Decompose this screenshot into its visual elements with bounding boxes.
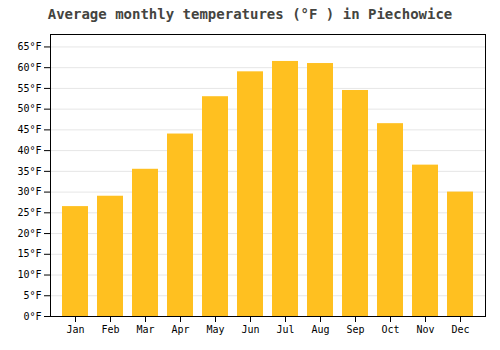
svg-text:Aug: Aug [311,324,329,335]
svg-text:Mar: Mar [136,324,154,335]
svg-text:Dec: Dec [451,324,469,335]
svg-text:Apr: Apr [171,324,189,335]
svg-text:Jan: Jan [66,324,84,335]
svg-text:50°F: 50°F [17,103,41,114]
svg-text:10°F: 10°F [17,269,41,280]
svg-text:25°F: 25°F [17,207,41,218]
svg-text:40°F: 40°F [17,145,41,156]
svg-text:Oct: Oct [381,324,399,335]
svg-text:0°F: 0°F [23,311,41,322]
svg-text:Sep: Sep [346,324,364,335]
svg-text:65°F: 65°F [17,41,41,52]
svg-text:15°F: 15°F [17,248,41,259]
svg-text:60°F: 60°F [17,62,41,73]
html-text:Average monthly temperatures (: Average monthly temperatures (°F ) in Pi… [47,6,453,22]
svg-text:55°F: 55°F [17,83,41,94]
svg-text:45°F: 45°F [17,124,41,135]
svg-text:Jun: Jun [241,324,259,335]
svg-text:Nov: Nov [416,324,434,335]
svg-text:35°F: 35°F [17,166,41,177]
svg-text:May: May [206,324,224,335]
svg-text:Jul: Jul [276,324,294,335]
svg-text:5°F: 5°F [23,290,41,301]
svg-text:30°F: 30°F [17,186,41,197]
svg-text:Feb: Feb [101,324,119,335]
svg-text:20°F: 20°F [17,228,41,239]
